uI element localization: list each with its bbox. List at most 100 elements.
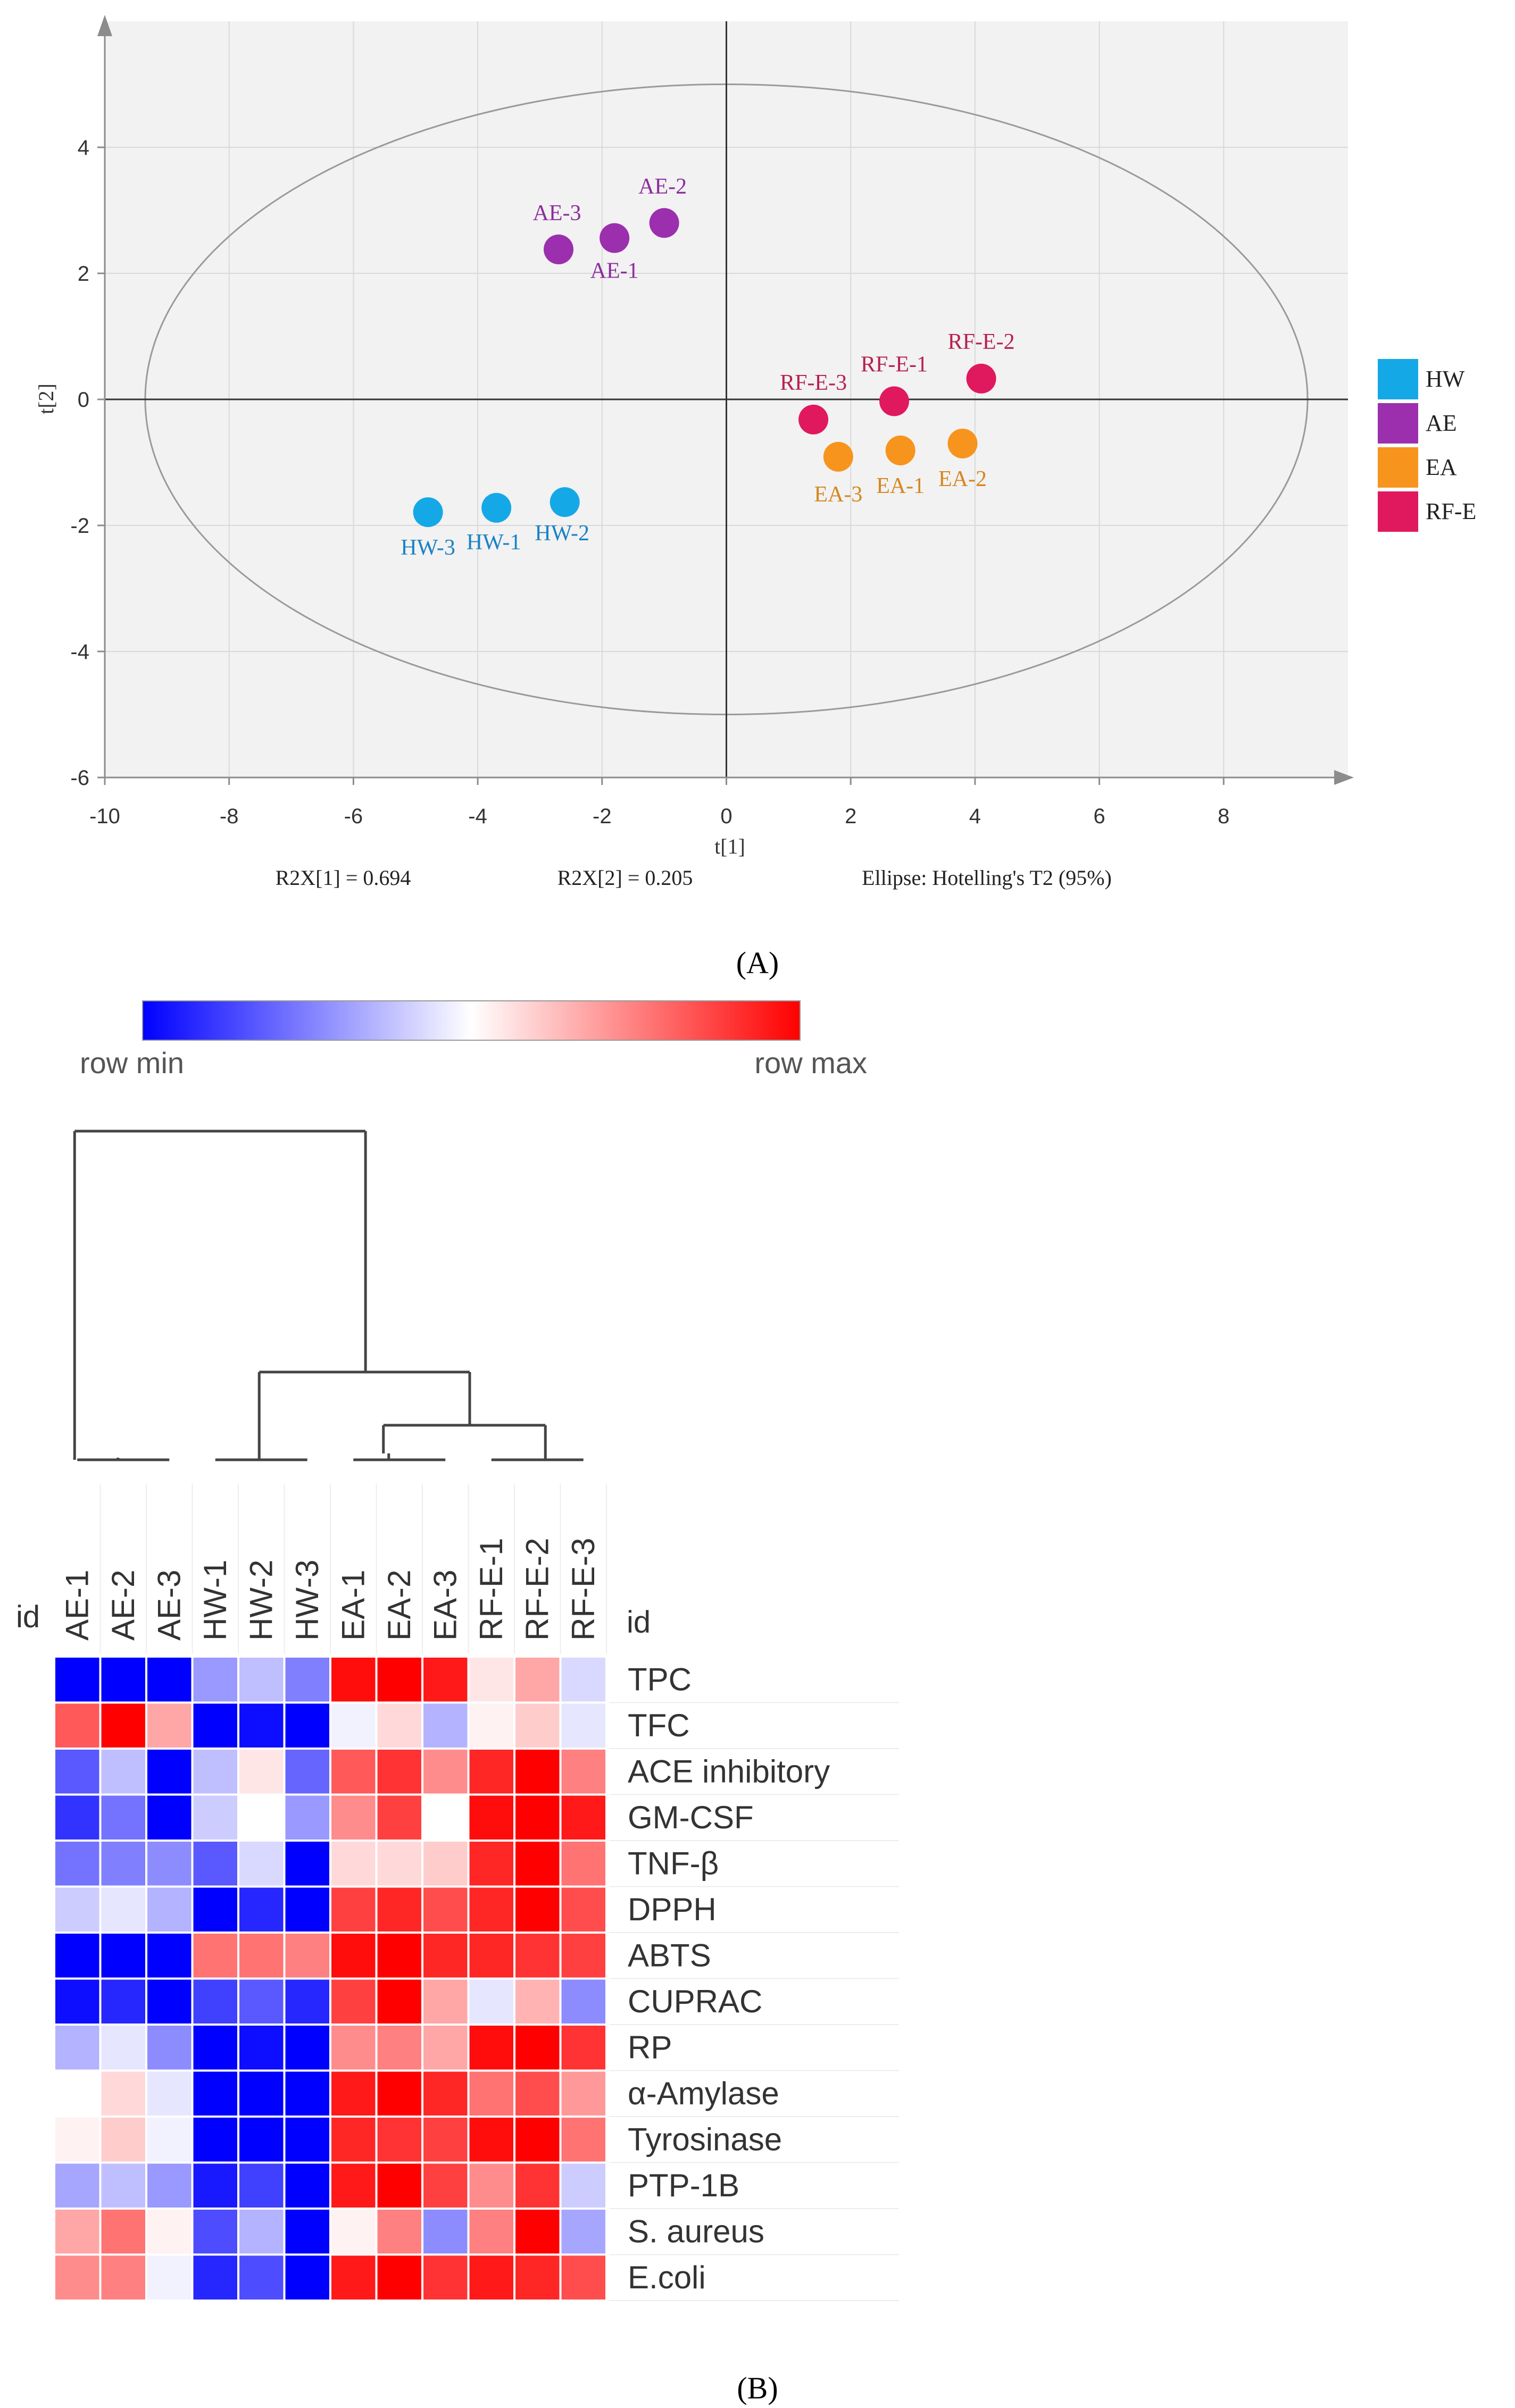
heatmap-cell [193, 1750, 237, 1794]
point-label-ae-3: AE-3 [533, 201, 581, 225]
x-tick-label: -2 [593, 805, 612, 828]
heatmap-cell [561, 1842, 605, 1886]
heatmap-cell [193, 1979, 237, 2024]
row-label: TNF-β [628, 1845, 719, 1881]
heatmap-cell [515, 1934, 560, 1978]
heatmap-cell [331, 2118, 376, 2162]
row-label: DPPH [628, 1892, 717, 1927]
heatmap-cell [331, 1658, 376, 1702]
heatmap-cell [423, 1842, 468, 1886]
heatmap-cell [561, 2118, 605, 2162]
heatmap-cell [515, 2255, 560, 2300]
heatmap-cell [515, 2071, 560, 2116]
heatmap-cell [515, 1703, 560, 1748]
heatmap-cell [55, 1887, 99, 1932]
heatmap-cell [285, 2071, 329, 2116]
heatmap-cell [147, 1703, 192, 1748]
column-label: AE-2 [105, 1570, 141, 1641]
heatmap-cell [239, 1658, 284, 1702]
x-tick-label: -6 [344, 805, 363, 828]
heatmap-cell [561, 1795, 605, 1840]
column-label: AE-3 [151, 1570, 187, 1641]
heatmap-cell [285, 1658, 329, 1702]
heatmap-cell [331, 1703, 376, 1748]
point-ea-3 [823, 441, 853, 472]
point-label-hw-3: HW-3 [401, 536, 455, 560]
point-rf-e-2 [966, 363, 996, 394]
heatmap-cell [561, 1703, 605, 1748]
row-label: ACE inhibitory [628, 1753, 830, 1789]
heatmap-cell [377, 1750, 421, 1794]
row-labels: TPC TFC ACE inhibitory GM-CSF TNF-β DPPH ABTS C… [609, 1661, 899, 2301]
row-label: α-Amylase [628, 2076, 779, 2111]
point-label-ae-2: AE-2 [638, 174, 687, 199]
heatmap-cell [101, 2118, 145, 2162]
heatmap-cell [377, 1842, 421, 1886]
heatmap-cell [285, 1842, 329, 1886]
column-label: EA-2 [381, 1570, 417, 1641]
row-label: RP [628, 2029, 672, 2065]
id-label-right: id [627, 1605, 651, 1640]
heatmap-cell [193, 1658, 237, 1702]
legend-swatch-ae [1378, 403, 1418, 444]
heatmap-cell [101, 1979, 145, 2024]
heatmap-cell [55, 1979, 99, 2024]
heatmap-cell [515, 2118, 560, 2162]
heatmap-cell [239, 1842, 284, 1886]
point-hw-1 [481, 492, 512, 523]
x-tick-label: 2 [845, 805, 856, 828]
heatmap-cell [101, 2210, 145, 2254]
heatmap-cell [423, 1887, 468, 1932]
heatmap-cell [285, 1887, 329, 1932]
panel-a-pca-score-plot: -10 -8 -6 -4 -2 0 2 4 6 8 -6 -4 -2 0 2 4 HW-1 HW-2 HW-3 AE… [34, 15, 1476, 980]
legend-label-rf-e: RF-E [1426, 498, 1476, 524]
heatmap-cell [423, 1934, 468, 1978]
heatmap-cell [561, 1658, 605, 1702]
legend-label-ae: AE [1426, 410, 1457, 436]
x-axis-label: t[1] [714, 834, 745, 858]
heatmap-cell [469, 2163, 513, 2208]
heatmap-cell [331, 1979, 376, 2024]
point-hw-2 [550, 487, 580, 517]
point-label-rf-e-1: RF-E-1 [861, 353, 928, 377]
y-tick-label: -6 [70, 766, 89, 790]
heatmap-cell [147, 1842, 192, 1886]
heatmap-cell [469, 1703, 513, 1748]
heatmap-cell [515, 1658, 560, 1702]
x-tick-label: 4 [969, 805, 981, 828]
heatmap-cell [561, 1979, 605, 2024]
heatmap-cell [469, 1842, 513, 1886]
point-ae-2 [649, 208, 679, 238]
heatmap-cell [55, 1750, 99, 1794]
heatmap-cell [561, 1750, 605, 1794]
heatmap-cell [561, 1887, 605, 1932]
column-label: EA-1 [335, 1570, 371, 1641]
heatmap-cell [147, 2118, 192, 2162]
heatmap-cell [377, 2163, 421, 2208]
column-label: RF-E-2 [519, 1538, 555, 1641]
heatmap-cell [193, 2118, 237, 2162]
heatmap-cell [285, 1703, 329, 1748]
heatmap-cell [193, 2071, 237, 2116]
heatmap-cell [285, 2118, 329, 2162]
heatmap-cell [285, 2026, 329, 2070]
heatmap-cell [377, 1934, 421, 1978]
heatmap-cell [285, 1750, 329, 1794]
heatmap-cell [101, 1887, 145, 1932]
heatmap-cell [377, 2026, 421, 2070]
heatmap-cell [561, 2210, 605, 2254]
heatmap-cell [515, 1750, 560, 1794]
heatmap-cell [331, 2163, 376, 2208]
tick-labels: -10 -8 -6 -4 -2 0 2 4 6 8 -6 -4 -2 0 2 4 [70, 136, 1229, 828]
heatmap-cell [285, 1979, 329, 2024]
heatmap-cell [55, 2026, 99, 2070]
heatmap-cell [469, 1658, 513, 1702]
heatmap-cell [55, 2210, 99, 2254]
heatmap-cell [423, 1795, 468, 1840]
heatmap-cell [377, 1979, 421, 2024]
heatmap-cell [423, 1750, 468, 1794]
heatmap-cell [469, 2118, 513, 2162]
heatmap-cell [55, 1703, 99, 1748]
heatmap-cell [147, 1750, 192, 1794]
heatmap-cell [423, 2026, 468, 2070]
